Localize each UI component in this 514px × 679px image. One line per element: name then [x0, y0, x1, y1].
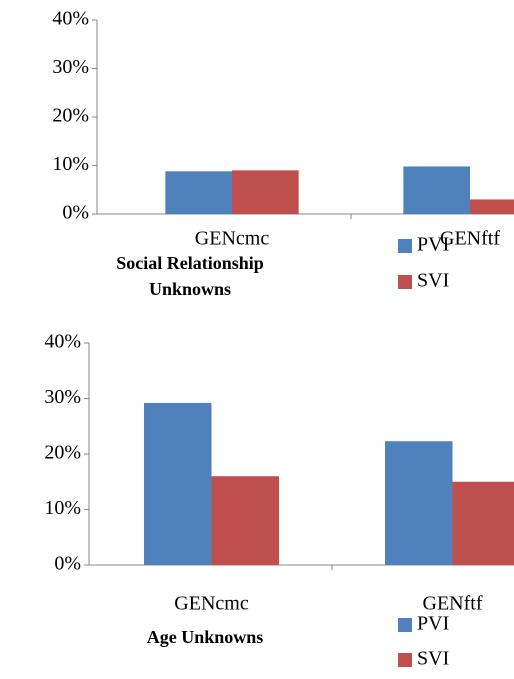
bar	[470, 199, 514, 214]
x-tick-label: GENftf	[440, 228, 500, 250]
legend-label: SVI	[417, 270, 449, 292]
y-tick-label: 40%	[44, 331, 81, 353]
legend-swatch	[398, 653, 412, 667]
legend-label: SVI	[417, 648, 449, 670]
y-tick-label: 20%	[52, 105, 89, 127]
y-tick-label: 20%	[44, 442, 81, 464]
bar	[211, 476, 279, 565]
bar	[385, 441, 453, 565]
legend-swatch	[398, 275, 412, 289]
chart-title: Social Relationship Unknowns	[116, 253, 264, 299]
legend-swatch	[398, 239, 412, 253]
y-tick-label: 0%	[62, 202, 89, 224]
chart-title: Age Unknowns	[146, 627, 264, 647]
x-tick-label: GENcmc	[195, 228, 270, 250]
bar	[403, 166, 470, 214]
bar	[165, 171, 232, 214]
y-tick-label: 30%	[44, 386, 81, 408]
y-tick-label: 40%	[52, 8, 89, 30]
y-tick-label: 10%	[52, 153, 89, 175]
x-tick-label: GENcmc	[174, 593, 249, 615]
x-tick-label: GENftf	[423, 593, 483, 615]
y-tick-label: 10%	[44, 497, 81, 519]
y-tick-label: 30%	[52, 56, 89, 78]
bar	[452, 481, 514, 565]
bar	[232, 170, 299, 214]
legend-label: PVI	[417, 234, 449, 256]
y-tick-label: 0%	[54, 553, 81, 575]
legend-label: PVI	[417, 613, 449, 635]
bar	[144, 402, 212, 565]
legend-swatch	[398, 618, 412, 632]
